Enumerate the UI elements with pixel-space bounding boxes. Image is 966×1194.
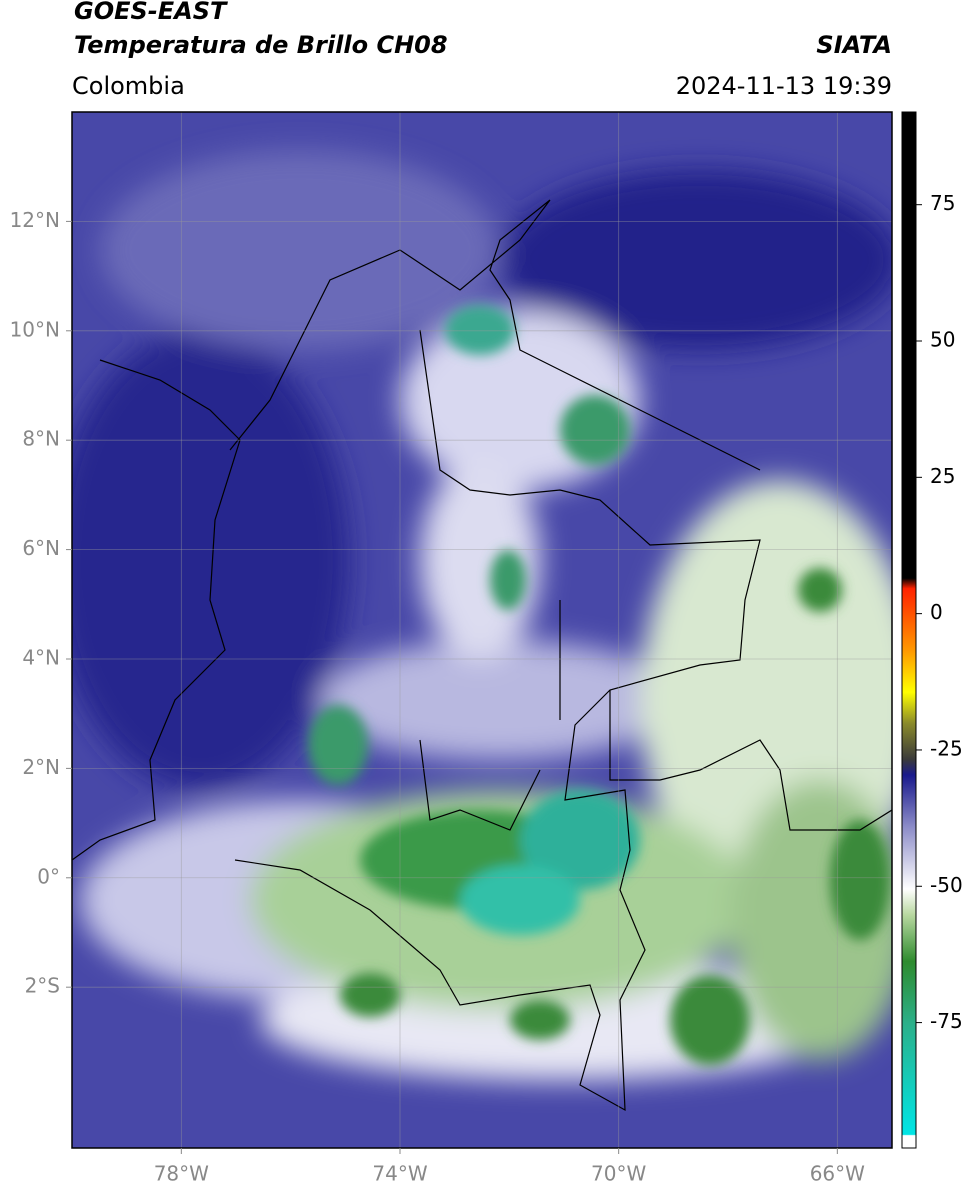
colorbar (901, 111, 917, 1149)
colorbar-tick-label: 25 (930, 464, 955, 488)
lat-tick-label: 10°N (10, 317, 60, 341)
source: SIATA (816, 31, 892, 59)
lat-tick-label: 8°N (22, 427, 60, 451)
datetime: 2024-11-13 19:39 (676, 72, 892, 100)
colorbar-tick-label: 75 (930, 191, 955, 215)
colorbar-tick-label: 0 (930, 600, 943, 624)
borders (72, 199, 892, 1112)
title: GOES-EAST (74, 0, 228, 25)
lon-tick-label: 78°W (154, 1162, 209, 1186)
colorbar-tick-label: -25 (930, 736, 963, 760)
lon-tick-label: 74°W (372, 1162, 427, 1186)
colorbar-tick-label: 50 (930, 328, 955, 352)
region: Colombia (72, 72, 185, 100)
lat-tick-label: 4°N (22, 645, 60, 669)
lat-tick-label: 2°S (25, 974, 60, 998)
lat-tick-label: 0° (37, 864, 60, 888)
lat-tick-label: 2°N (22, 755, 60, 779)
subtitle: Temperatura de Brillo CH08 (74, 31, 448, 59)
lon-tick-label: 70°W (591, 1162, 646, 1186)
lon-tick-label: 66°W (810, 1162, 865, 1186)
satellite-image (72, 112, 892, 1148)
graticule (72, 112, 892, 1148)
lat-tick-label: 12°N (10, 208, 60, 232)
lat-tick-label: 6°N (22, 536, 60, 560)
colorbar-tick-label: -75 (930, 1009, 963, 1033)
colorbar-tick-label: -50 (930, 873, 963, 897)
map-frame (71, 111, 893, 1149)
